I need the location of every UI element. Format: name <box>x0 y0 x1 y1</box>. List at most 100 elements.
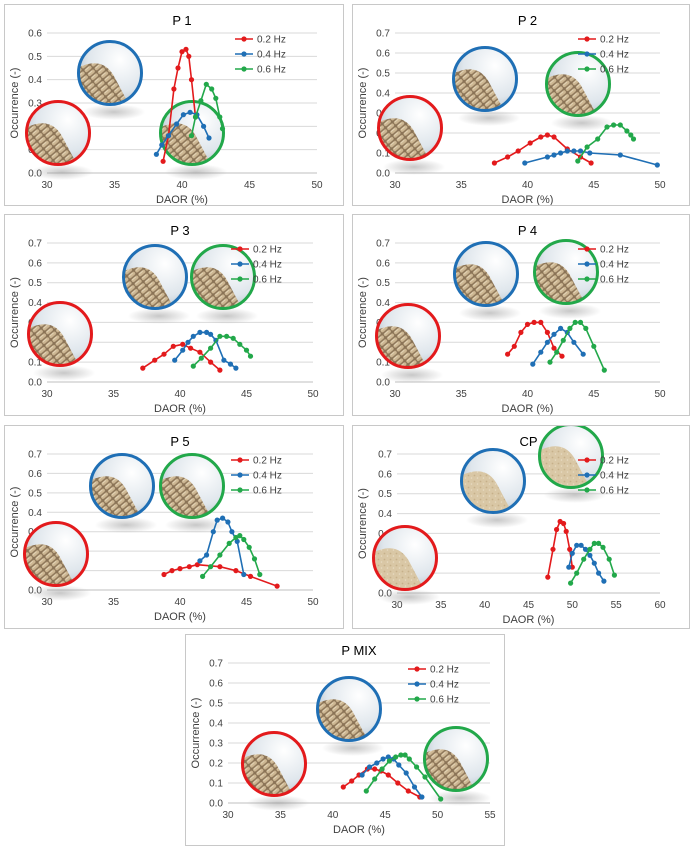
legend-label: 0.4 Hz <box>600 50 629 61</box>
x-axis-label: DAOR (%) <box>333 824 385 836</box>
x-tick-label: 30 <box>391 600 403 611</box>
data-point-0-6-hz <box>398 752 404 758</box>
data-point-0-6-hz <box>606 556 612 562</box>
legend-swatch-marker <box>584 276 590 282</box>
y-tick-label: 0.5 <box>209 699 223 710</box>
data-point-0-6-hz <box>219 126 226 132</box>
data-point-0-4-hz <box>180 112 186 118</box>
data-point-0-6-hz <box>230 335 236 341</box>
x-tick-label: 50 <box>432 810 444 821</box>
x-tick-label: 40 <box>479 600 491 611</box>
data-point-0-6-hz <box>581 556 587 562</box>
data-point-0-4-hz <box>587 552 593 558</box>
data-point-0-6-hz <box>200 573 206 579</box>
legend-entry: 0.6 Hz <box>578 486 629 497</box>
data-point-0-6-hz <box>363 788 369 794</box>
legend-label: 0.2 Hz <box>430 665 459 676</box>
legend-label: 0.6 Hz <box>257 65 286 76</box>
data-point-0-6-hz <box>379 766 385 772</box>
data-point-0-4-hz <box>241 571 247 578</box>
x-tick-label: 45 <box>588 389 600 400</box>
x-axis-label: DAOR (%) <box>154 403 206 415</box>
legend-swatch-marker <box>241 51 247 57</box>
chart-pmix: 0.0 0.1 0.2 0.3 0.4 0.5 0.6 0.7 30 35 40 45 50 55 P MI… <box>190 643 496 836</box>
y-tick-label: 0.4 <box>376 89 390 100</box>
data-point-0-4-hz <box>580 351 586 357</box>
data-point-0-6-hz <box>591 540 597 546</box>
legend-label: 0.4 Hz <box>600 260 629 271</box>
data-point-0-2-hz <box>197 349 203 355</box>
data-point-0-2-hz <box>340 784 346 790</box>
legend-swatch-marker <box>584 246 590 252</box>
y-axis-label: Occurrence (-) <box>190 698 202 769</box>
data-point-0-2-hz <box>524 321 531 327</box>
x-tick-label: 35 <box>456 180 468 191</box>
data-point-0-6-hz <box>575 158 581 164</box>
data-point-0-4-hz <box>233 365 239 371</box>
data-point-0-4-hz <box>522 160 528 166</box>
data-point-0-2-hz <box>505 154 511 160</box>
data-point-0-6-hz <box>243 347 250 353</box>
data-point-0-4-hz <box>564 148 570 154</box>
y-tick-label: 0.6 <box>209 679 223 690</box>
data-point-0-4-hz <box>201 123 207 129</box>
x-tick-label: 35 <box>456 389 468 400</box>
data-point-0-4-hz <box>578 542 584 548</box>
data-point-0-4-hz <box>172 357 178 363</box>
y-tick-label: 0.6 <box>28 469 42 480</box>
data-point-0-6-hz <box>600 544 606 550</box>
data-point-0-2-hz <box>515 148 521 154</box>
data-point-0-4-hz <box>396 762 402 768</box>
data-point-0-4-hz <box>159 142 165 148</box>
data-point-0-6-hz <box>617 122 623 128</box>
data-point-0-2-hz <box>140 365 146 371</box>
data-point-0-6-hz <box>583 325 589 331</box>
data-point-0-2-hz <box>179 49 185 55</box>
legend-swatch-marker <box>584 261 590 267</box>
data-point-0-4-hz <box>210 529 216 535</box>
chart-title: P 2 <box>518 13 537 28</box>
y-tick-label: 0.7 <box>28 450 42 461</box>
data-point-0-2-hz <box>559 353 565 359</box>
legend-swatch-marker <box>237 487 243 493</box>
y-axis-label: Occurrence (-) <box>9 68 21 139</box>
legend-entry: 0.6 Hz <box>578 65 629 76</box>
x-tick-label: 40 <box>327 810 339 821</box>
data-point-0-6-hz <box>577 319 584 325</box>
data-point-0-6-hz <box>203 81 209 87</box>
data-point-0-4-hz <box>187 109 193 115</box>
data-point-0-4-hz <box>558 150 564 156</box>
x-tick-label: 45 <box>241 389 253 400</box>
chart-title: CP <box>519 434 537 449</box>
data-point-0-4-hz <box>577 148 584 154</box>
legend-swatch-marker <box>237 261 243 267</box>
data-point-0-6-hz <box>595 136 601 142</box>
data-point-0-2-hz <box>177 566 183 572</box>
data-point-0-6-hz <box>567 325 573 331</box>
data-point-0-6-hz <box>591 343 597 349</box>
data-point-0-6-hz <box>568 580 574 586</box>
data-point-0-6-hz <box>372 776 378 782</box>
x-tick-label: 40 <box>522 389 534 400</box>
y-tick-label: 0.5 <box>28 278 42 289</box>
data-point-0-6-hz <box>208 564 214 570</box>
data-point-0-6-hz <box>251 556 258 562</box>
data-point-0-6-hz <box>198 355 204 361</box>
x-tick-label: 45 <box>523 600 535 611</box>
powder-photo-0-2-hz <box>372 525 441 605</box>
legend-entry: 0.2 Hz <box>235 35 286 46</box>
chart-title: P 1 <box>172 13 191 28</box>
data-point-0-2-hz <box>171 86 177 92</box>
data-point-0-2-hz <box>554 526 560 533</box>
x-tick-label: 35 <box>275 810 287 821</box>
y-tick-label: 0.0 <box>209 799 223 810</box>
x-axis-label: DAOR (%) <box>502 194 554 205</box>
pellet-photo-0-2-hz <box>27 301 96 381</box>
x-tick-label: 30 <box>389 389 401 400</box>
